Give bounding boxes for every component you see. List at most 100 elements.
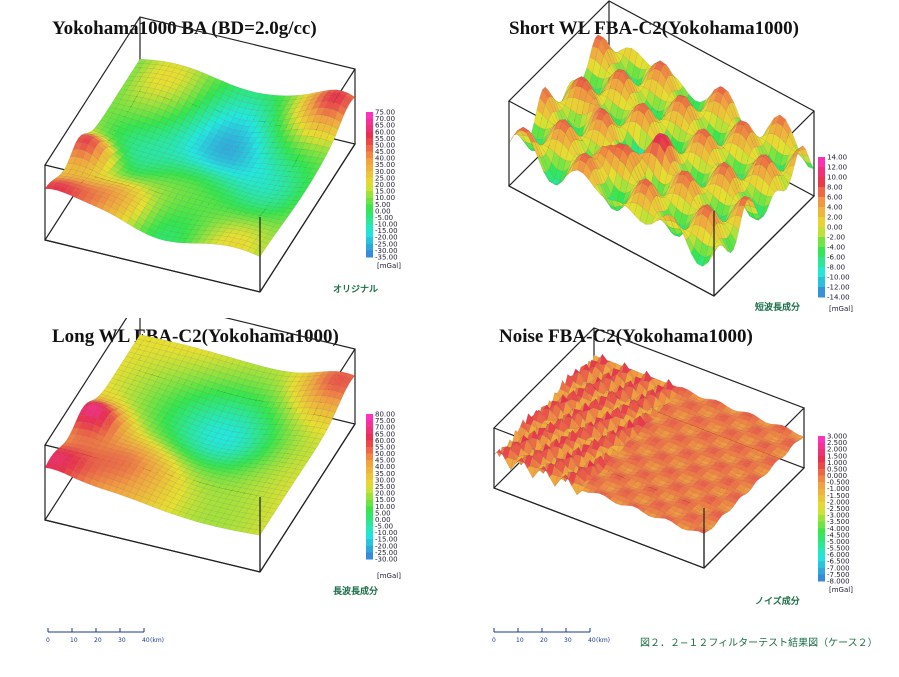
surface-mesh <box>44 334 356 536</box>
surface-cell <box>261 516 272 523</box>
colorbar-swatch <box>366 164 373 172</box>
panel-noise: Noise FBA-C2(Yokohama1000) 3.000 2.500 2.0… <box>449 318 898 630</box>
surface-cell <box>317 428 328 435</box>
colorbar-tick-label: 50.00 <box>375 141 395 149</box>
panel-original: Yokohama1000 BA (BD=2.0g/cc) 75.00 70.00 6… <box>0 0 449 312</box>
surface-cell <box>752 213 762 220</box>
colorbar-swatch <box>366 473 373 481</box>
colorbar-swatch <box>366 539 373 547</box>
surface-cell <box>783 172 792 185</box>
colorbar-tick-label: 35.00 <box>375 470 395 478</box>
colorbar-swatch <box>366 532 373 540</box>
colorbar-swatch <box>818 197 825 208</box>
colorbar-tick-label: 0.00 <box>827 224 843 232</box>
colorbar-tick-label: 0.00 <box>375 516 391 524</box>
colorbar-tick-label: 70.00 <box>375 424 395 432</box>
box-front-edge <box>44 239 261 293</box>
colorbar-swatch <box>366 499 373 507</box>
colorbar-swatch <box>818 287 825 298</box>
colorbar-swatch <box>366 519 373 527</box>
colorbar-tick-label: 70.00 <box>375 115 395 123</box>
colorbar-tick-label: 5.00 <box>375 509 391 517</box>
colorbar-tick-label: -25.00 <box>375 549 398 557</box>
colorbar-swatch <box>366 197 373 205</box>
surface-mesh <box>508 34 815 267</box>
surface-cell <box>289 200 300 205</box>
colorbar-tick-label: 0.00 <box>375 207 391 215</box>
surface-mesh <box>493 353 805 534</box>
colorbar-swatch <box>366 138 373 146</box>
colorbar-tick-label: 2.00 <box>827 214 843 222</box>
colorbar-swatch <box>366 125 373 133</box>
colorbar-swatch <box>366 506 373 514</box>
colorbar-tick-label: -20.00 <box>375 234 398 242</box>
colorbar-tick-label: -10.00 <box>827 274 850 282</box>
colorbar-tick-label: -2.00 <box>827 234 845 242</box>
colorbar-swatch <box>366 414 373 422</box>
colorbar-swatch <box>818 237 825 248</box>
colorbar-swatch <box>366 427 373 435</box>
colorbar-tick-label: 5.00 <box>375 201 391 209</box>
colorbar-tick-label: 30.00 <box>375 168 395 176</box>
box-front-edge <box>713 195 815 297</box>
colorbar-unit: [mGal] <box>377 262 401 270</box>
colorbar-swatch <box>366 466 373 474</box>
surface-cell <box>745 482 755 489</box>
colorbar-tick-label: -35.00 <box>375 254 398 262</box>
colorbar-swatch <box>366 204 373 212</box>
surface-plot: 80.0075.0070.0065.0060.0055.0050.0045.00… <box>44 318 398 573</box>
colorbar-tick-label: -15.00 <box>375 227 398 235</box>
colorbar-tick-label: -10.00 <box>375 221 398 229</box>
colorbar-tick-label: -5.00 <box>375 214 393 222</box>
colorbar-unit: [mGal] <box>377 572 401 580</box>
colorbar-swatch <box>818 247 825 258</box>
colorbar-swatch <box>366 460 373 468</box>
colorbar-tick-label: 40.00 <box>375 463 395 471</box>
surface-cell <box>724 237 734 254</box>
colorbar-tick-label: 15.00 <box>375 188 395 196</box>
surface-cell <box>643 370 653 382</box>
colorbar-swatch <box>366 171 373 179</box>
colorbar-swatch <box>366 243 373 251</box>
colorbar-swatch <box>366 237 373 245</box>
surface-cell <box>323 139 333 149</box>
surface-plot: 14.0012.0010.008.006.004.002.000.00-2.00… <box>508 0 850 302</box>
colorbar-tick-label: 40.00 <box>375 155 395 163</box>
panel-caption: 短波長成分 <box>755 303 801 313</box>
surface-cell <box>298 187 308 193</box>
colorbar-tick-label: 60.00 <box>375 437 395 445</box>
colorbar-swatch <box>366 191 373 199</box>
colorbar-tick-label: 65.00 <box>375 430 395 438</box>
colorbar-tick-label: -8.00 <box>827 264 845 272</box>
colorbar-tick-label: 25.00 <box>375 174 395 182</box>
surface-cell <box>766 185 776 197</box>
colorbar-tick-label: 80.00 <box>375 411 395 419</box>
colorbar-swatch <box>818 267 825 278</box>
surface-cell <box>708 248 717 263</box>
surface-cell <box>805 161 815 170</box>
box-front-edge <box>44 519 261 573</box>
colorbar-tick-label: 10.00 <box>375 194 395 202</box>
panel-short-wl: Short WL FBA-C2(Yokohama1000) 14.00 12.00… <box>449 0 898 313</box>
surface-cell <box>340 380 350 389</box>
surface-cell <box>275 494 286 501</box>
surface-cell <box>733 215 742 231</box>
colorbar-swatch <box>366 151 373 159</box>
colorbar-tick-label: -30.00 <box>375 556 398 564</box>
colorbar-swatch <box>366 526 373 534</box>
colorbar-tick-label: 55.00 <box>375 135 395 143</box>
surface-cell <box>710 245 720 255</box>
colorbar-swatch <box>366 486 373 494</box>
colorbar-tick-label: 45.00 <box>375 148 395 156</box>
surface-cell <box>345 93 356 101</box>
colorbar-tick-label: 12.00 <box>827 164 847 172</box>
colorbar-swatch <box>366 158 373 166</box>
colorbar-tick-label: -12.00 <box>827 284 850 292</box>
box-front-edge <box>259 143 356 293</box>
surface-cell <box>785 164 795 176</box>
colorbar-tick-label: 50.00 <box>375 450 395 458</box>
surface-cell <box>286 204 297 209</box>
panel-caption: 長波長成分 <box>333 587 379 597</box>
colorbar-tick-label: 45.00 <box>375 457 395 465</box>
panel-caption: オリジナル <box>333 285 379 295</box>
